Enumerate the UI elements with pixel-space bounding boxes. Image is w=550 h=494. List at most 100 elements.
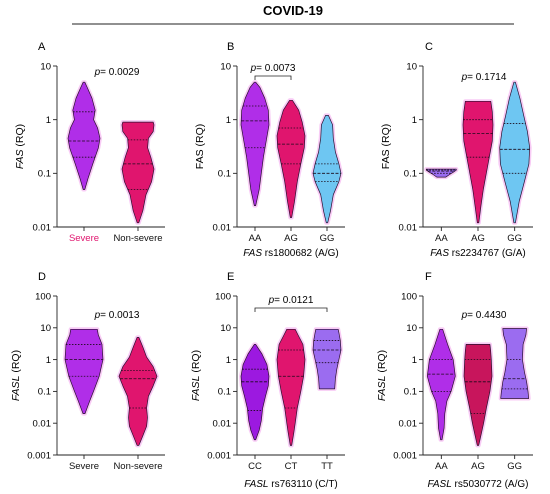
significance-bracket xyxy=(254,307,328,312)
p-symbol: p xyxy=(250,63,257,74)
p-symbol: p xyxy=(94,310,101,321)
x-axis-label-italic: FAS xyxy=(430,248,449,259)
category-label: GG xyxy=(320,233,335,244)
p-symbol: p xyxy=(461,72,468,83)
category-label: CT xyxy=(285,461,298,472)
y-axis-label-text: FAS (RQ) xyxy=(380,124,392,170)
y-tick-label: 0.001 xyxy=(393,450,417,461)
violin-body xyxy=(463,344,493,446)
y-tick-label: 0.01 xyxy=(213,419,232,430)
x-axis-label-text: rs763110 (C/T) xyxy=(268,479,337,490)
violin-body xyxy=(121,121,155,224)
y-axis-label-italic: FASL xyxy=(10,375,22,401)
y-tick-label: 10 xyxy=(220,323,231,334)
violin-ag xyxy=(462,342,494,448)
y-tick-label: 0.01 xyxy=(399,419,418,430)
p-value: = 0.0029 xyxy=(100,67,140,78)
y-axis-label: FASL (RQ) xyxy=(10,350,22,401)
x-axis-label-text: rs5030772 (A/G) xyxy=(452,479,529,490)
y-tick-label: 0.01 xyxy=(399,222,418,233)
y-tick-label: 0.1 xyxy=(404,387,417,398)
category-label: Non-severe xyxy=(113,233,162,244)
y-tick-label: 0.1 xyxy=(38,387,51,398)
p-symbol: p xyxy=(461,310,468,321)
violin-body xyxy=(500,328,530,399)
y-axis-label-italic: FASL xyxy=(190,375,202,401)
y-tick-label: 100 xyxy=(401,291,417,302)
y-axis-label: FASL (RQ) xyxy=(376,350,388,401)
panel-f: F 0.001 0.01 0.1 1 10 100 FASL (RQ) AA AG GG FASL r… xyxy=(376,271,533,490)
violin-body xyxy=(118,337,158,446)
x-axis-label: FASL rs5030772 (A/G) xyxy=(428,479,529,490)
p-value: = 0.0073 xyxy=(256,63,296,74)
violin-body xyxy=(67,81,101,190)
category-label: CC xyxy=(248,461,262,472)
violin-ag xyxy=(461,99,495,225)
violin-gg xyxy=(498,326,531,401)
y-axis-label-text: (RQ) xyxy=(376,350,388,376)
y-axis-label-italic: FASL xyxy=(376,375,388,401)
violin-aa xyxy=(425,327,458,442)
y-tick-label: 1 xyxy=(46,115,51,126)
y-tick-label: 100 xyxy=(215,291,231,302)
p-value: = 0.1714 xyxy=(467,72,507,83)
y-tick-label: 0.1 xyxy=(218,169,231,180)
panel-e: E 0.001 0.01 0.1 1 10 100 FASL (RQ) CC CT TT FASL r… xyxy=(190,271,345,490)
category-label: Non-severe xyxy=(113,461,162,472)
violin-non-severe xyxy=(117,335,159,448)
violin-body xyxy=(312,115,342,224)
violin-aa xyxy=(424,167,459,180)
category-label: AG xyxy=(471,461,485,472)
y-tick-label: 10 xyxy=(40,323,51,334)
y-tick-label: 10 xyxy=(406,61,417,72)
violin-ag xyxy=(275,98,307,220)
category-label: Severe xyxy=(69,461,99,472)
violin-body xyxy=(462,100,494,224)
violin-cc xyxy=(239,342,271,442)
category-label: TT xyxy=(321,461,333,472)
p-value-label: p= 0.0121 xyxy=(268,295,314,306)
category-label: AA xyxy=(435,233,448,244)
category-label: AA xyxy=(435,461,448,472)
p-value: = 0.4430 xyxy=(467,310,507,321)
panel-letter: C xyxy=(425,41,433,53)
y-axis-label-italic: FAS xyxy=(14,150,26,170)
violin-body xyxy=(64,328,104,414)
y-tick-label: 10 xyxy=(220,61,231,72)
y-tick-label: 10 xyxy=(406,323,417,334)
p-value-label: p= 0.0029 xyxy=(94,67,140,78)
category-label: AG xyxy=(471,233,485,244)
p-value-label: p= 0.0073 xyxy=(250,63,296,74)
y-tick-label: 0.001 xyxy=(27,450,51,461)
violin-severe xyxy=(66,80,102,192)
y-axis-label-text: (RQ) xyxy=(10,350,22,376)
x-axis-label: FAS rs2234767 (G/A) xyxy=(430,248,525,259)
category-label: GG xyxy=(507,233,522,244)
y-tick-label: 100 xyxy=(35,291,51,302)
x-axis-label-text: rs1800682 (A/G) xyxy=(262,248,339,259)
violin-gg xyxy=(311,113,343,225)
p-value-label: p= 0.1714 xyxy=(461,72,507,83)
p-symbol: p xyxy=(94,67,101,78)
violin-body xyxy=(426,328,456,441)
panel-letter: B xyxy=(227,41,234,53)
y-axis-label-text: FAS (RQ) xyxy=(194,124,206,170)
category-label: AG xyxy=(284,233,298,244)
y-tick-label: 0.01 xyxy=(33,222,52,233)
violin-body xyxy=(499,81,531,224)
y-axis-label: FAS (RQ) xyxy=(194,124,206,170)
y-tick-label: 0.001 xyxy=(207,450,231,461)
panel-letter: A xyxy=(38,41,46,53)
violin-body xyxy=(240,344,270,441)
x-axis-label-italic: FASL xyxy=(244,479,268,490)
violin-tt xyxy=(311,327,343,391)
x-axis-label: FAS rs1800682 (A/G) xyxy=(243,248,338,259)
y-tick-label: 1 xyxy=(46,355,51,366)
x-axis-label-text: rs2234767 (G/A) xyxy=(449,248,526,259)
y-tick-label: 1 xyxy=(412,355,417,366)
panel-letter: F xyxy=(425,271,432,283)
p-value: = 0.0013 xyxy=(100,310,140,321)
y-tick-label: 1 xyxy=(226,115,231,126)
